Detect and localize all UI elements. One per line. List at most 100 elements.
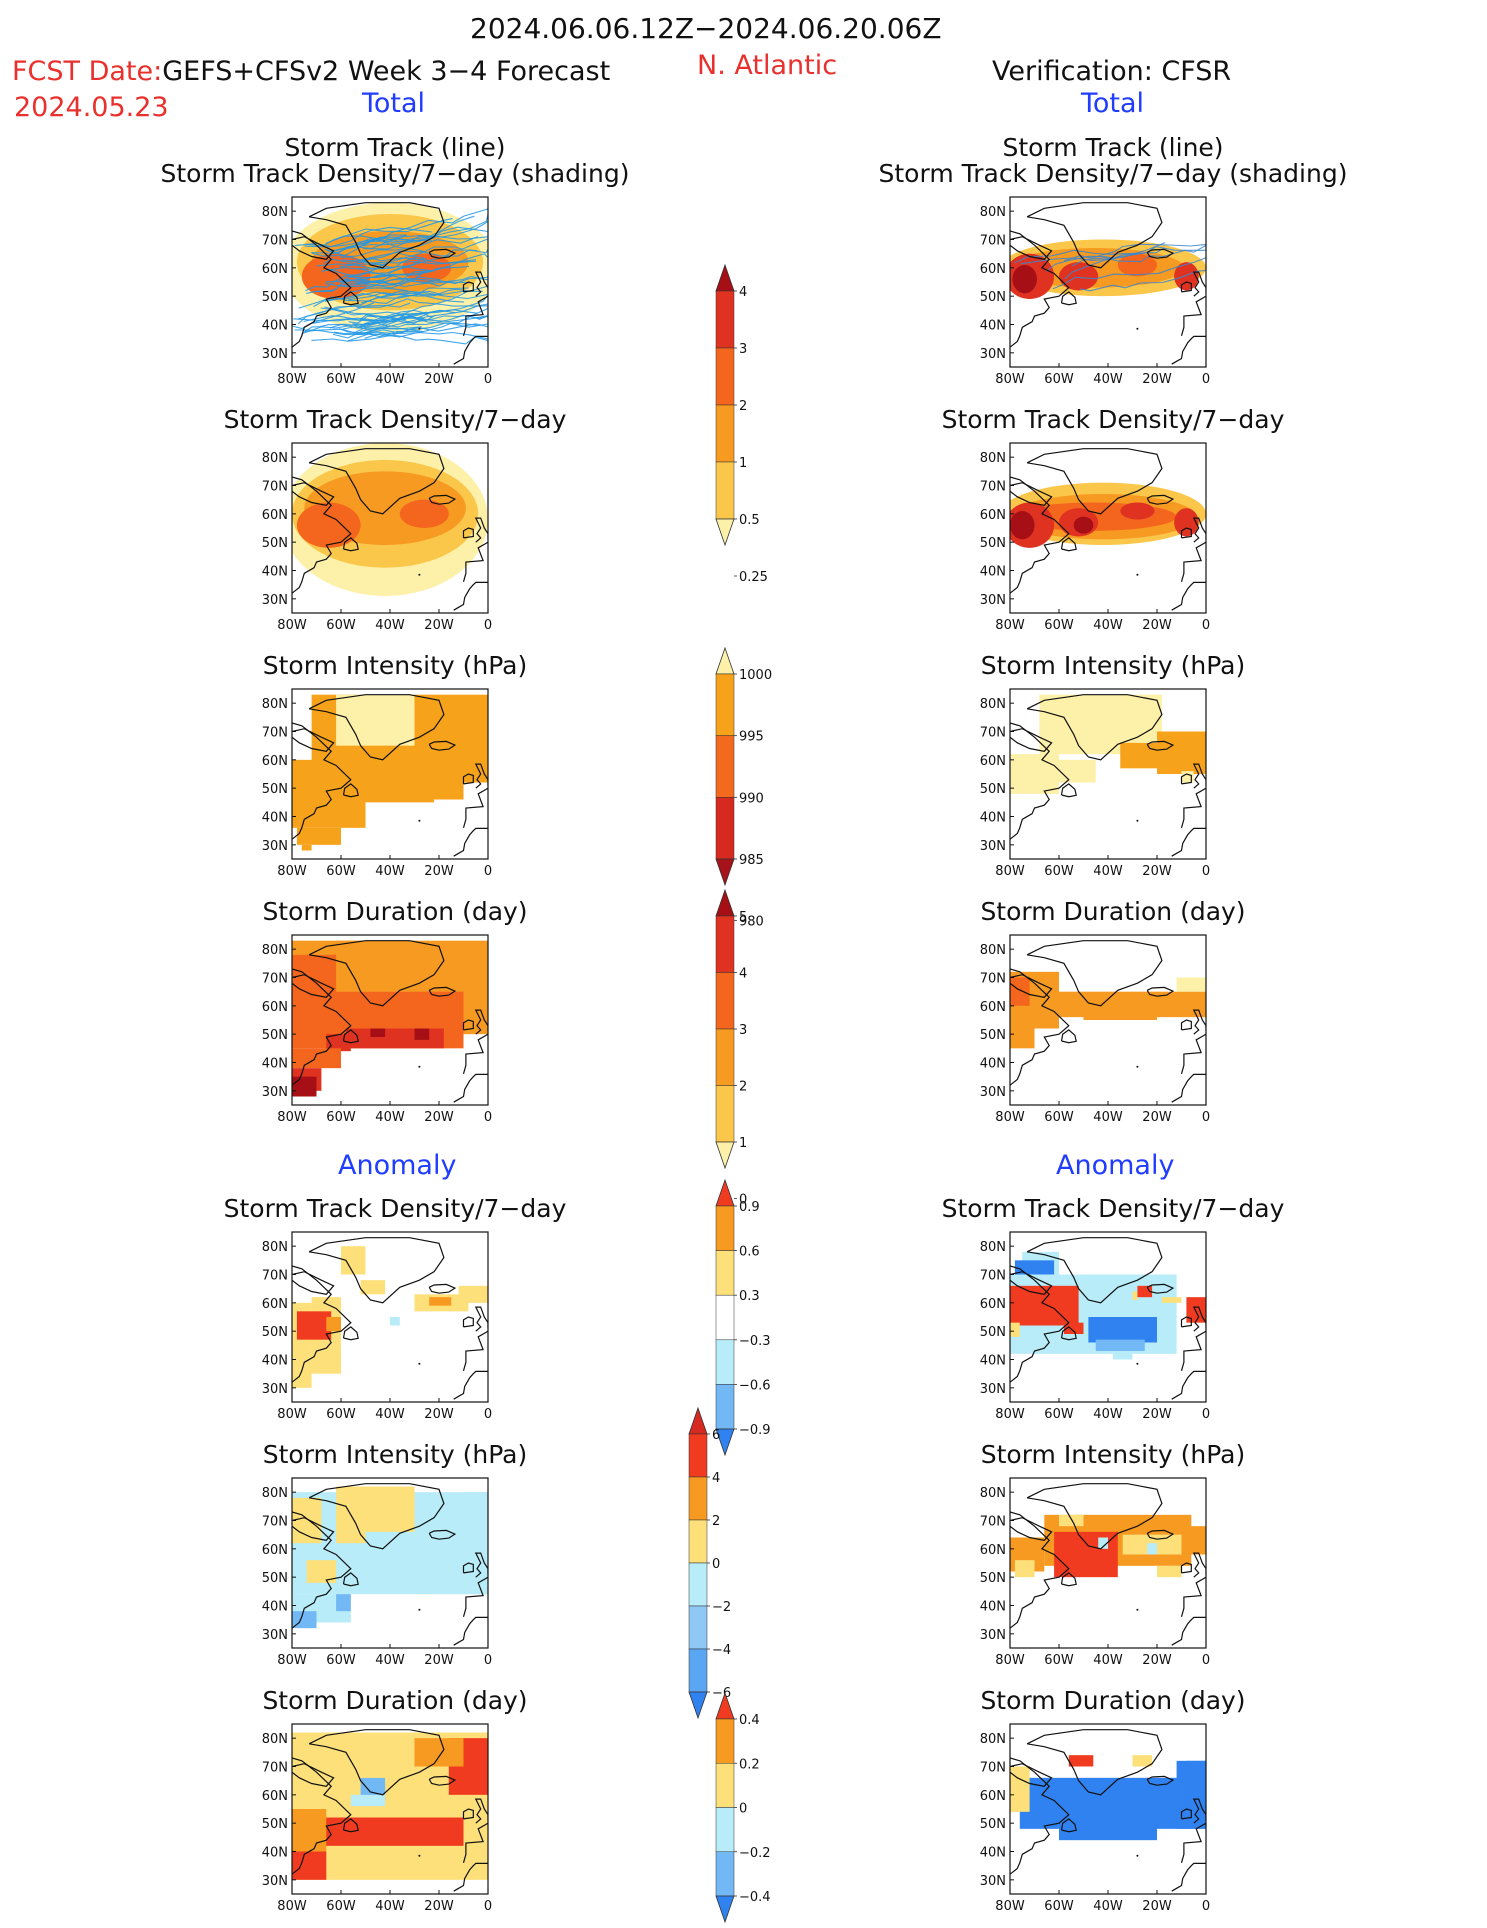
lon-tick-label: 0 [484,618,492,633]
lat-tick-label: 60N [980,262,1006,277]
total-label-right: Total [1081,88,1145,119]
colorbar-segment [715,1718,735,1764]
colorbar-label: 0.6 [739,1245,760,1260]
shading [1010,1251,1206,1360]
lon-tick-label: 0 [1202,1653,1210,1668]
title-track-density-shading-left: Storm Track Density/7−day (shading) [160,159,630,188]
colorbar-label: 3 [739,342,747,357]
shading [1010,1755,1206,1841]
colorbar-label: 980 [739,915,764,930]
lat-tick-label: 30N [980,1382,1006,1397]
colorbar-label: 4 [739,285,747,300]
lat-tick-label: 50N [262,1028,288,1043]
lon-tick-label: 60W [326,1653,356,1668]
colorbar-arrow-bottom [715,1895,735,1924]
lat-tick-label: 50N [262,536,288,551]
lat-tick-label: 80N [262,697,288,712]
lon-tick-label: 40W [1093,1653,1123,1668]
lat-tick-label: 50N [262,1817,288,1832]
lat-tick-label: 80N [980,205,1006,220]
lat-tick-label: 30N [262,839,288,854]
lon-tick-label: 0 [484,864,492,879]
lat-tick-label: 60N [980,1543,1006,1558]
lat-tick-label: 50N [262,1325,288,1340]
lat-tick-label: 70N [262,1761,288,1776]
shading [292,202,488,345]
colorbar-arrow-bottom [715,1428,735,1457]
lat-tick-label: 50N [980,536,1006,551]
lat-tick-label: 80N [980,1240,1006,1255]
colorbar-label: 3 [739,1023,747,1038]
colorbar-label: 985 [739,853,764,868]
lat-tick-label: 70N [980,234,1006,249]
lat-tick-label: 60N [262,508,288,523]
map-svg: 80W 60W 40W 20W 0 80N 70N 60N 50N 40N 30N [980,1477,1210,1668]
shading [292,1246,488,1388]
lon-tick-label: 20W [424,1653,454,1668]
map-svg: 80W 60W 40W 20W 0 80N 70N 60N 50N 40N 30N [262,1723,492,1914]
lat-tick-label: 70N [262,1269,288,1284]
lat-tick-label: 40N [262,565,288,580]
lat-tick-label: 80N [262,451,288,466]
colorbar-arrow-bottom [715,858,735,887]
lat-tick-label: 60N [262,1000,288,1015]
lat-tick-label: 80N [980,1486,1006,1501]
colorbar-svg: 1000 995 990 985 980 [715,646,772,930]
colorbar-label: −0.3 [739,1334,771,1349]
lat-tick-label: 40N [980,1354,1006,1369]
lon-tick-label: 60W [326,618,356,633]
lon-tick-label: 80W [277,864,307,879]
map-svg: 80W 60W 40W 20W 0 80N 70N 60N 50N 40N 30N [980,1723,1210,1914]
lon-tick-label: 40W [375,1407,405,1422]
map-obs-density: 80W 60W 40W 20W 0 80N 70N 60N 50N 40N 30N [970,442,1210,647]
map-svg: 80W 60W 40W 20W 0 80N 70N 60N 50N 40N 30N [980,934,1210,1125]
colorbar-svg: 5 4 3 2 1 0 [715,888,747,1208]
map-svg: 80W 60W 40W 20W 0 80N 70N 60N 50N 40N 30N [980,688,1210,879]
lat-tick-label: 60N [980,1789,1006,1804]
map-fcst-track: 80W 60W 40W 20W 0 80N 70N 60N 50N 40N 30N [252,196,492,401]
lat-tick-label: 60N [262,1297,288,1312]
lat-tick-label: 30N [262,593,288,608]
title-duration-right: Storm Duration (day) [980,897,1246,926]
map-svg: 80W 60W 40W 20W 0 80N 70N 60N 50N 40N 30N [980,1231,1210,1422]
shading [1010,482,1206,548]
coastlines [1010,1237,1206,1400]
map-svg: 80W 60W 40W 20W 0 80N 70N 60N 50N 40N 30N [262,1231,492,1422]
map-fcst-density: 80W 60W 40W 20W 0 80N 70N 60N 50N 40N 30N [252,442,492,647]
anomaly-label-left: Anomaly [338,1150,457,1181]
colorbar-label: 0 [739,1193,747,1208]
lon-tick-label: 40W [1093,1407,1123,1422]
colorbar-label: 5 [739,910,747,925]
map-fcst-anom-duration: 80W 60W 40W 20W 0 80N 70N 60N 50N 40N 30N [252,1723,492,1928]
colorbar-label: 0.3 [739,1289,760,1304]
colorbar-label: 0.4 [739,1713,760,1728]
lat-tick-label: 70N [980,480,1006,495]
lon-tick-label: 20W [1142,1899,1172,1914]
lat-tick-label: 30N [980,347,1006,362]
lat-tick-label: 70N [980,1515,1006,1530]
colorbar-label: −0.9 [739,1423,771,1438]
map-obs-anom-density: 80W 60W 40W 20W 0 80N 70N 60N 50N 40N 30N [970,1231,1210,1436]
colorbar-label: 2 [739,1080,747,1095]
map-svg: 80W 60W 40W 20W 0 80N 70N 60N 50N 40N 30N [262,688,492,879]
lon-tick-label: 20W [1142,1407,1172,1422]
lat-tick-label: 70N [262,972,288,987]
lon-tick-label: 80W [277,1653,307,1668]
lon-tick-label: 80W [995,1407,1025,1422]
lon-tick-label: 60W [1044,1407,1074,1422]
lat-tick-label: 80N [262,943,288,958]
title-intensity-left: Storm Intensity (hPa) [262,651,528,680]
lat-tick-label: 40N [262,811,288,826]
lon-tick-label: 20W [424,618,454,633]
title-anom-intensity-right: Storm Intensity (hPa) [980,1440,1246,1469]
lon-tick-label: 0 [1202,1899,1210,1914]
model-label: GEFS+CFSv2 Week 3−4 Forecast [162,56,611,87]
lon-tick-label: 40W [375,1899,405,1914]
lon-tick-label: 40W [1093,1110,1123,1125]
map-obs-intensity: 80W 60W 40W 20W 0 80N 70N 60N 50N 40N 30N [970,688,1210,893]
lat-tick-label: 40N [262,1354,288,1369]
lat-tick-label: 40N [262,1600,288,1615]
lon-tick-label: 40W [375,1110,405,1125]
title-storm-track-line-right: Storm Track (line) [1002,133,1224,162]
coastlines [292,1729,488,1892]
